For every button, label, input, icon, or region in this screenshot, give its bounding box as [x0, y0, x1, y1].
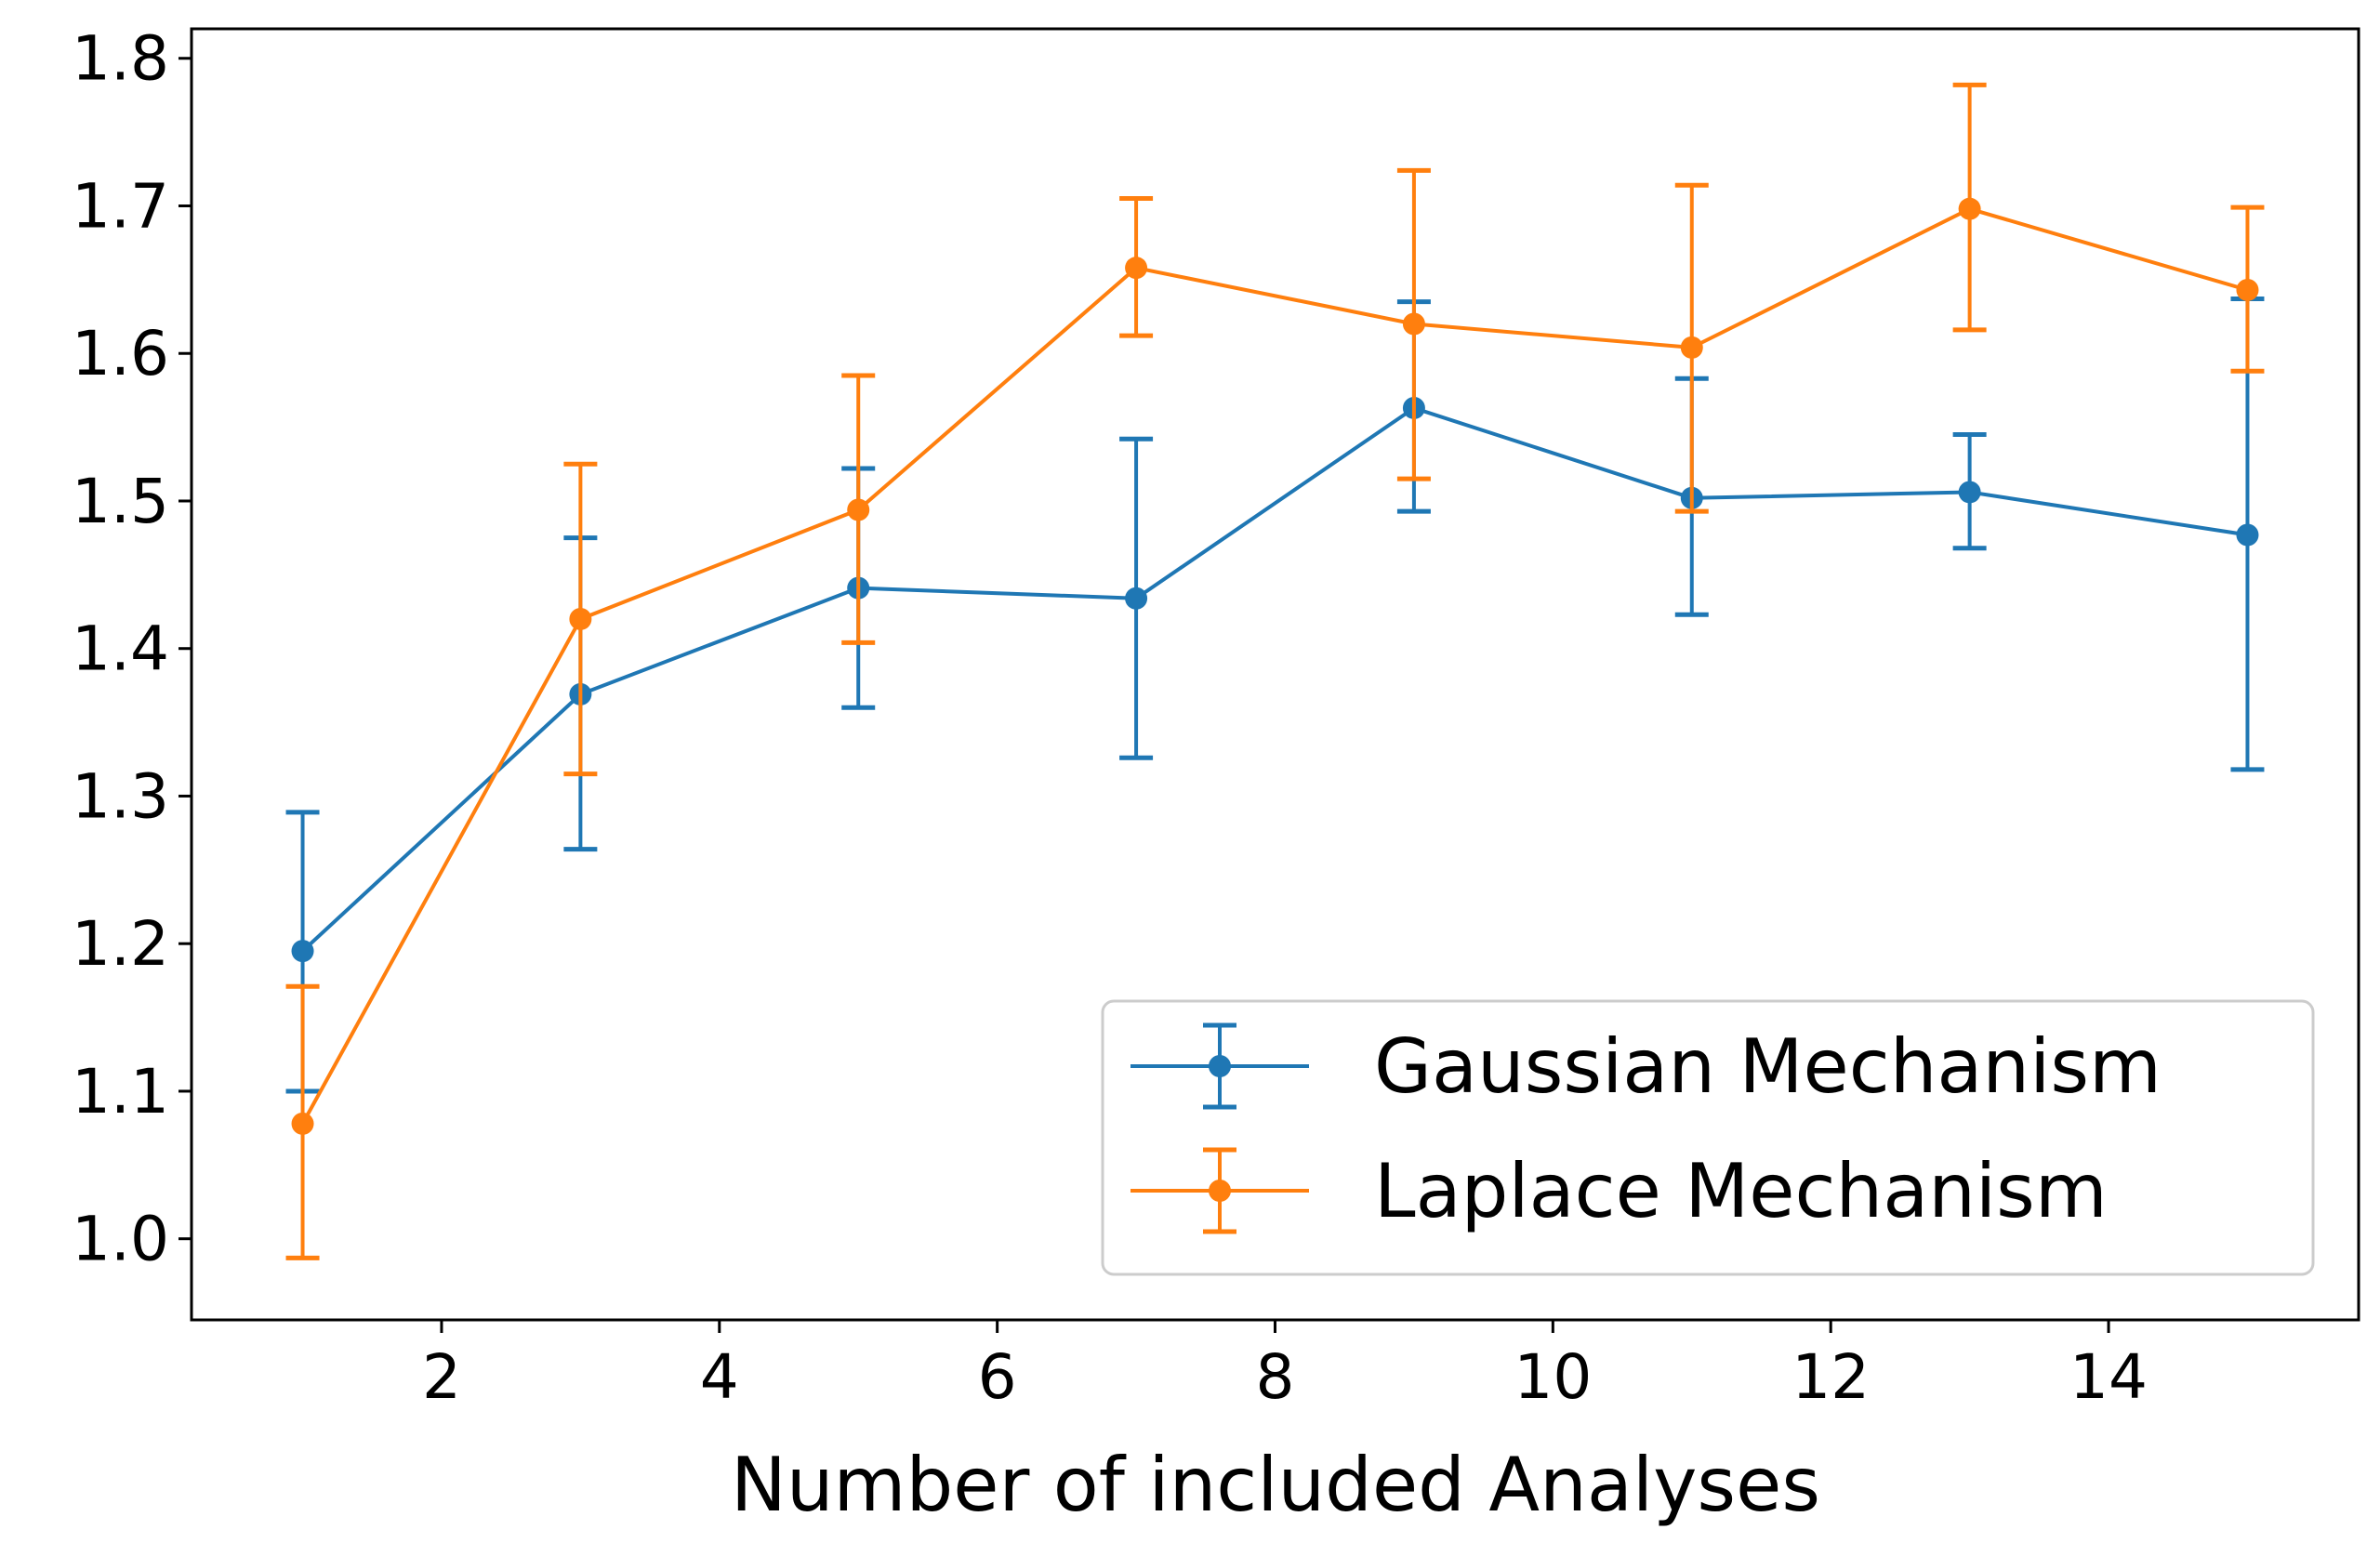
- series-line: [300, 206, 2249, 1125]
- y-tick-label: 1.7: [72, 170, 169, 242]
- data-point: [1125, 587, 1148, 610]
- x-tick-label: 10: [1514, 1341, 1592, 1413]
- x-tick-label: 6: [978, 1341, 1017, 1413]
- legend-label: Laplace Mechanism: [1374, 1148, 2108, 1234]
- series-line: [301, 405, 2248, 953]
- data-point: [1958, 481, 1981, 504]
- x-axis-label: Number of included Analyses: [731, 1442, 1820, 1528]
- data-point: [1958, 197, 1981, 220]
- data-point: [2236, 523, 2259, 547]
- y-axis: 1.0 1.1 1.2 1.3 1.4 1.5 1.6 1.7 1.8: [72, 23, 192, 1275]
- legend-marker: [1209, 1055, 1231, 1077]
- data-point: [1680, 336, 1703, 359]
- legend-marker: [1209, 1180, 1231, 1202]
- y-tick-label: 1.3: [72, 760, 169, 832]
- data-point: [1125, 257, 1148, 280]
- y-tick-label: 1.6: [72, 318, 169, 389]
- y-tick-label: 1.1: [72, 1056, 169, 1127]
- legend-entry: Laplace Mechanism: [1130, 1147, 2108, 1234]
- x-axis: 2 4 6 8 10 12 14: [422, 1320, 2148, 1413]
- x-tick-label: 4: [700, 1341, 739, 1413]
- x-tick-label: 2: [422, 1341, 461, 1413]
- data-point: [2236, 278, 2259, 301]
- legend-entries: Gaussian Mechanism Laplace Mechanism: [1130, 1022, 2162, 1234]
- data-point: [847, 498, 870, 521]
- y-tick-label: 1.0: [72, 1204, 169, 1275]
- x-tick-label: 14: [2069, 1341, 2148, 1413]
- legend-label: Gaussian Mechanism: [1374, 1023, 2162, 1110]
- data-point: [1402, 312, 1425, 336]
- legend-entry: Gaussian Mechanism: [1130, 1022, 2162, 1110]
- x-tick-label: 12: [1792, 1341, 1870, 1413]
- y-tick-label: 1.5: [72, 466, 169, 537]
- data-point: [291, 1112, 314, 1135]
- x-tick-label: 8: [1256, 1341, 1295, 1413]
- legend: Gaussian Mechanism Laplace Mechanism: [1101, 999, 2315, 1276]
- data-point: [291, 940, 314, 963]
- y-tick-label: 1.8: [72, 23, 169, 95]
- y-tick-label: 1.4: [72, 613, 169, 685]
- legend-box: [1101, 999, 2315, 1276]
- data-point: [569, 607, 592, 630]
- y-tick-label: 1.2: [72, 908, 169, 980]
- series-laplace: [285, 82, 2265, 1260]
- series-layer: [285, 82, 2265, 1260]
